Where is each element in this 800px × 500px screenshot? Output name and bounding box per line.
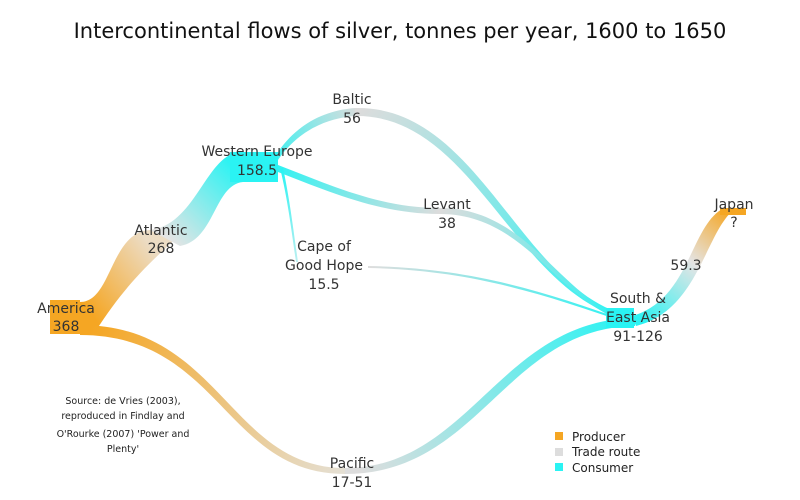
label-america: America [37, 301, 95, 317]
legend-swatch-trade-route [555, 448, 563, 456]
chart-title: Intercontinental flows of silver, tonnes… [74, 19, 727, 43]
flow-south-east-asia-japan [632, 208, 736, 326]
flows [80, 107, 736, 474]
source-line-3: O'Rourke (2007) 'Power and [57, 429, 190, 440]
label-cape-line2: Good Hope [285, 258, 363, 274]
value-japan: ? [730, 215, 737, 231]
value-america: 368 [53, 319, 80, 335]
label-cape-line1: Cape of [297, 239, 352, 255]
value-japan-flow: 59.3 [670, 258, 701, 274]
legend-label-producer: Producer [572, 430, 625, 444]
legend-label-consumer: Consumer [572, 461, 633, 475]
legend-label-trade-route: Trade route [571, 445, 640, 459]
flow-baltic-south-east-asia [355, 107, 630, 320]
source-line-2: reproduced in Findlay and [61, 411, 184, 422]
label-pacific: Pacific [330, 456, 375, 472]
node-south-east-asia[interactable] [606, 308, 634, 328]
label-south-east-asia-line2: East Asia [606, 310, 670, 326]
flow-western-europe-levant [278, 165, 440, 214]
source-note: Source: de Vries (2003), reproduced in F… [57, 396, 190, 455]
label-south-east-asia-line1: South & [610, 291, 666, 307]
source-line-4: Plenty' [107, 444, 139, 455]
value-south-east-asia: 91-126 [613, 329, 663, 345]
legend-swatch-consumer [555, 463, 563, 471]
node-western-europe[interactable] [230, 152, 278, 182]
value-baltic: 56 [343, 111, 361, 127]
node-japan[interactable] [720, 208, 746, 215]
nodes [50, 152, 746, 334]
label-baltic: Baltic [332, 92, 371, 108]
value-levant: 38 [438, 216, 456, 232]
value-cape: 15.5 [308, 277, 339, 293]
flow-western-europe-cape [280, 168, 298, 262]
node-america[interactable] [50, 300, 80, 334]
source-line-1: Source: de Vries (2003), [65, 396, 180, 407]
legend-swatch-producer [555, 432, 563, 440]
flow-western-europe-baltic [278, 108, 355, 160]
value-atlantic: 268 [148, 241, 175, 257]
flow-america-atlantic [80, 222, 190, 334]
flow-levant-south-east-asia [440, 208, 630, 323]
label-atlantic: Atlantic [134, 223, 187, 239]
label-western-europe: Western Europe [201, 144, 312, 160]
legend: Producer Trade route Consumer [555, 430, 640, 475]
value-western-europe: 158.5 [237, 163, 277, 179]
value-pacific: 17-51 [332, 475, 373, 491]
flow-pacific-south-east-asia [345, 318, 635, 474]
flow-cape-south-east-asia [368, 266, 630, 324]
label-japan: Japan [713, 197, 753, 213]
label-levant: Levant [423, 197, 471, 213]
